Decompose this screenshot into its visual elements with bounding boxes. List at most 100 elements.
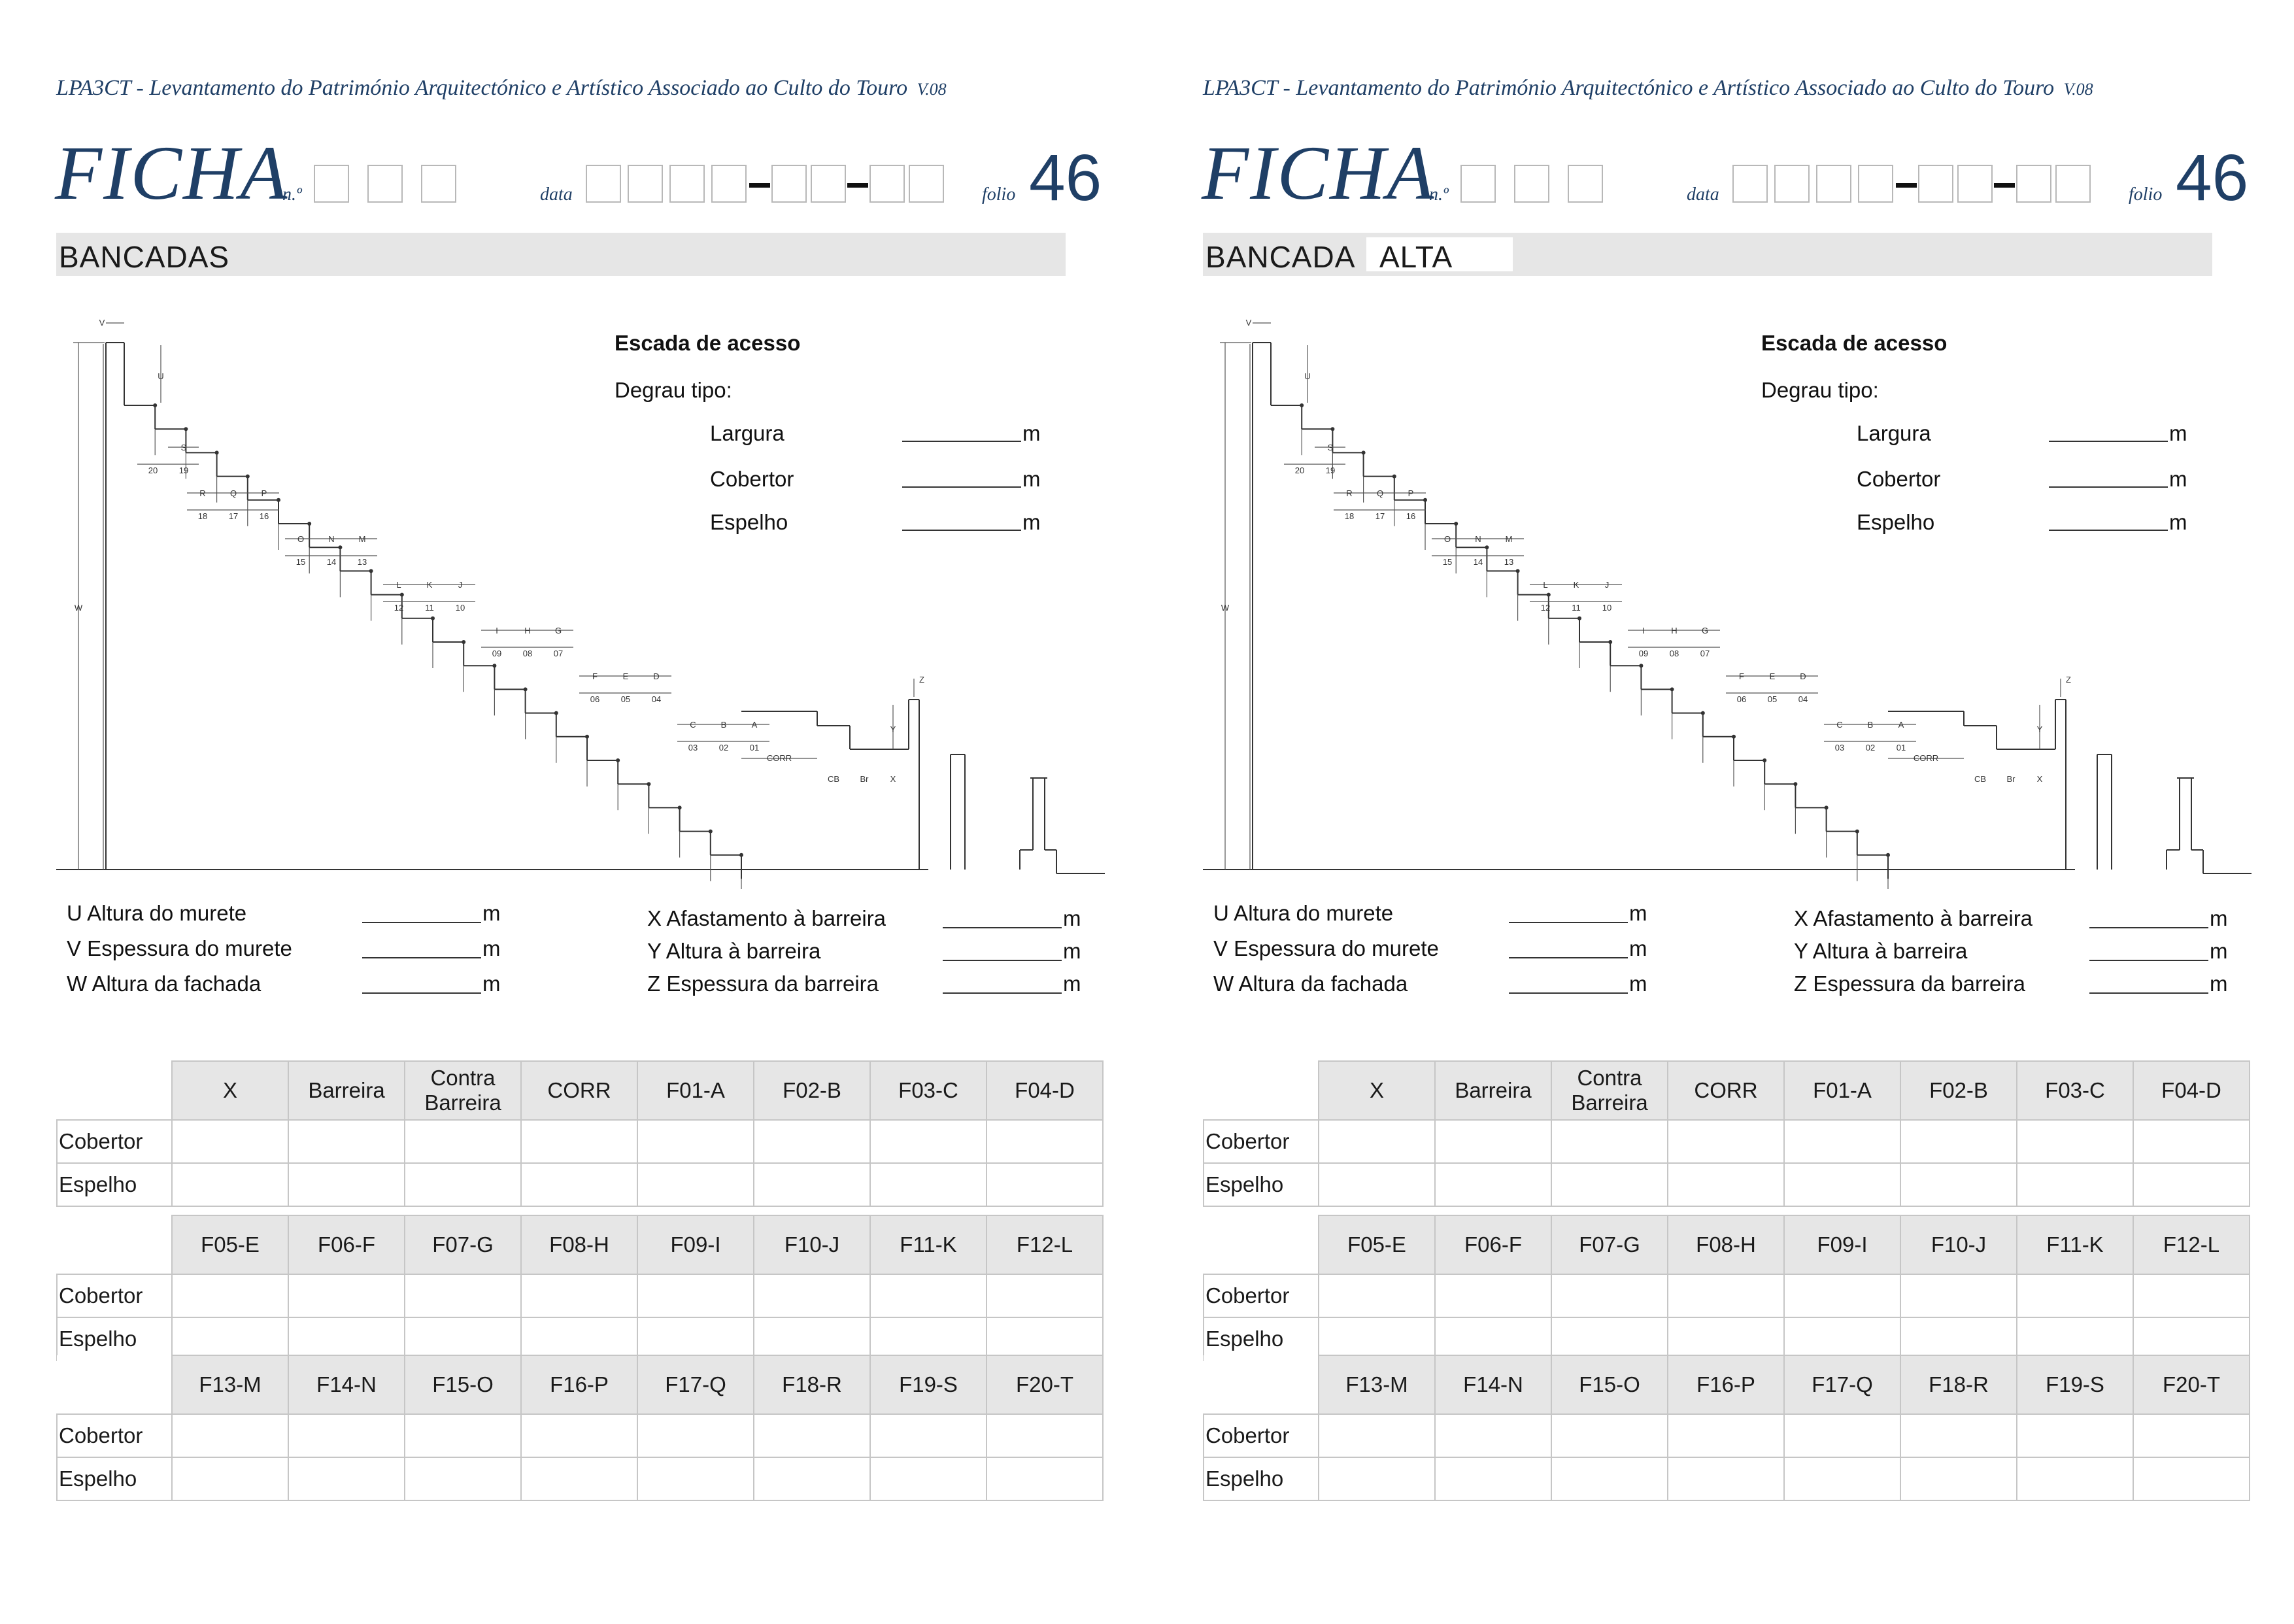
measure-z-line[interactable]	[943, 992, 1062, 994]
table-cell-input[interactable]	[986, 1413, 1104, 1458]
date-year-box-4[interactable]	[1858, 165, 1893, 203]
table-cell-input[interactable]	[869, 1457, 987, 1501]
numero-box-2[interactable]	[1514, 165, 1549, 203]
table-cell-input[interactable]	[520, 1413, 638, 1458]
table-cell-input[interactable]	[520, 1162, 638, 1207]
table-cell-input[interactable]	[637, 1413, 754, 1458]
table-cell-input[interactable]	[1900, 1457, 2017, 1501]
measure-u-line[interactable]	[1509, 922, 1628, 923]
table-cell-input[interactable]	[520, 1119, 638, 1164]
table-cell-input[interactable]	[1434, 1119, 1552, 1164]
table-cell-input[interactable]	[404, 1119, 522, 1164]
table-cell-input[interactable]	[288, 1119, 405, 1164]
table-cell-input[interactable]	[2133, 1162, 2250, 1207]
table-cell-input[interactable]	[753, 1119, 871, 1164]
numero-box-1[interactable]	[1460, 165, 1496, 203]
date-year-box-2[interactable]	[628, 165, 663, 203]
table-cell-input[interactable]	[1667, 1413, 1785, 1458]
measure-y-line[interactable]	[2089, 960, 2208, 961]
table-cell-input[interactable]	[1434, 1274, 1552, 1318]
table-cell-input[interactable]	[1318, 1317, 1436, 1361]
table-cell-input[interactable]	[2133, 1413, 2250, 1458]
table-cell-input[interactable]	[520, 1457, 638, 1501]
date-year-box-1[interactable]	[1732, 165, 1768, 203]
date-year-box-3[interactable]	[669, 165, 705, 203]
table-cell-input[interactable]	[1667, 1457, 1785, 1501]
table-cell-input[interactable]	[1434, 1413, 1552, 1458]
table-cell-input[interactable]	[637, 1457, 754, 1501]
table-cell-input[interactable]	[2133, 1119, 2250, 1164]
table-cell-input[interactable]	[288, 1274, 405, 1318]
table-cell-input[interactable]	[2016, 1457, 2134, 1501]
date-year-box-1[interactable]	[586, 165, 621, 203]
numero-box-3[interactable]	[1568, 165, 1603, 203]
table-cell-input[interactable]	[753, 1274, 871, 1318]
table-cell-input[interactable]	[171, 1413, 289, 1458]
table-cell-input[interactable]	[1318, 1457, 1436, 1501]
table-cell-input[interactable]	[869, 1162, 987, 1207]
date-month-box-2[interactable]	[811, 165, 846, 203]
table-cell-input[interactable]	[1551, 1457, 1668, 1501]
table-cell-input[interactable]	[986, 1274, 1104, 1318]
table-cell-input[interactable]	[2133, 1274, 2250, 1318]
date-month-box-1[interactable]	[771, 165, 807, 203]
table-cell-input[interactable]	[753, 1162, 871, 1207]
table-cell-input[interactable]	[986, 1162, 1104, 1207]
largura-input-line[interactable]	[902, 441, 1021, 442]
table-cell-input[interactable]	[986, 1457, 1104, 1501]
date-day-box-1[interactable]	[869, 165, 905, 203]
cobertor-input-line[interactable]	[902, 486, 1021, 488]
table-cell-input[interactable]	[171, 1274, 289, 1318]
table-cell-input[interactable]	[404, 1457, 522, 1501]
table-cell-input[interactable]	[753, 1457, 871, 1501]
table-cell-input[interactable]	[404, 1413, 522, 1458]
table-cell-input[interactable]	[1900, 1274, 2017, 1318]
table-cell-input[interactable]	[1434, 1457, 1552, 1501]
table-cell-input[interactable]	[1783, 1274, 1901, 1318]
date-month-box-2[interactable]	[1957, 165, 1993, 203]
measure-x-line[interactable]	[943, 927, 1062, 928]
date-month-box-1[interactable]	[1918, 165, 1953, 203]
table-cell-input[interactable]	[986, 1119, 1104, 1164]
measure-w-line[interactable]	[1509, 992, 1628, 994]
date-year-box-4[interactable]	[711, 165, 747, 203]
table-cell-input[interactable]	[1551, 1274, 1668, 1318]
table-cell-input[interactable]	[171, 1317, 289, 1361]
table-cell-input[interactable]	[869, 1119, 987, 1164]
table-cell-input[interactable]	[637, 1274, 754, 1318]
measure-z-line[interactable]	[2089, 992, 2208, 994]
measure-v-line[interactable]	[362, 957, 481, 958]
table-cell-input[interactable]	[1551, 1119, 1668, 1164]
date-year-box-2[interactable]	[1774, 165, 1810, 203]
espelho-input-line[interactable]	[902, 530, 1021, 531]
measure-w-line[interactable]	[362, 992, 481, 994]
table-cell-input[interactable]	[1318, 1162, 1436, 1207]
table-cell-input[interactable]	[1318, 1274, 1436, 1318]
table-cell-input[interactable]	[869, 1317, 987, 1361]
table-cell-input[interactable]	[1783, 1162, 1901, 1207]
numero-box-2[interactable]	[367, 165, 403, 203]
table-cell-input[interactable]	[637, 1317, 754, 1361]
table-cell-input[interactable]	[1900, 1413, 2017, 1458]
table-cell-input[interactable]	[1783, 1457, 1901, 1501]
table-cell-input[interactable]	[288, 1413, 405, 1458]
table-cell-input[interactable]	[288, 1317, 405, 1361]
largura-input-line[interactable]	[2049, 441, 2168, 442]
table-cell-input[interactable]	[2016, 1317, 2134, 1361]
table-cell-input[interactable]	[1434, 1162, 1552, 1207]
table-cell-input[interactable]	[288, 1457, 405, 1501]
table-cell-input[interactable]	[171, 1457, 289, 1501]
date-day-box-2[interactable]	[909, 165, 944, 203]
table-cell-input[interactable]	[1551, 1162, 1668, 1207]
table-cell-input[interactable]	[753, 1317, 871, 1361]
table-cell-input[interactable]	[520, 1274, 638, 1318]
table-cell-input[interactable]	[2016, 1274, 2134, 1318]
table-cell-input[interactable]	[1667, 1119, 1785, 1164]
measure-y-line[interactable]	[943, 960, 1062, 961]
cobertor-input-line[interactable]	[2049, 486, 2168, 488]
espelho-input-line[interactable]	[2049, 530, 2168, 531]
measure-v-line[interactable]	[1509, 957, 1628, 958]
table-cell-input[interactable]	[2016, 1119, 2134, 1164]
table-cell-input[interactable]	[404, 1274, 522, 1318]
table-cell-input[interactable]	[1318, 1413, 1436, 1458]
